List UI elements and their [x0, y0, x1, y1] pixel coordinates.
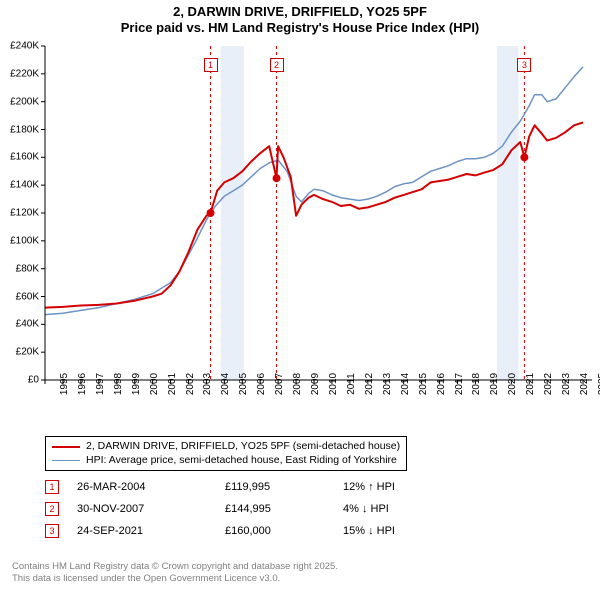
legend-label: HPI: Average price, semi-detached house,… — [86, 454, 397, 468]
footer-line-2: This data is licensed under the Open Gov… — [12, 573, 338, 584]
title-line-2: Price paid vs. HM Land Registry's House … — [0, 20, 600, 36]
sale-markers-table: 1 26-MAR-2004 £119,995 12% ↑ HPI 2 30-NOV-200… — [45, 476, 395, 542]
y-tick-label: £220K — [0, 68, 39, 79]
marker-badge: 2 — [45, 502, 59, 516]
y-tick-label: £240K — [0, 41, 39, 52]
legend: 2, DARWIN DRIVE, DRIFFIELD, YO25 5PF (se… — [45, 436, 407, 471]
y-tick-label: £0 — [0, 375, 39, 386]
title-line-1: 2, DARWIN DRIVE, DRIFFIELD, YO25 5PF — [0, 4, 600, 20]
marker-row: 3 24-SEP-2021 £160,000 15% ↓ HPI — [45, 520, 395, 542]
chart-marker-badge: 1 — [204, 58, 218, 72]
footer-line-1: Contains HM Land Registry data © Crown c… — [12, 561, 338, 572]
marker-pct: 4% ↓ HPI — [343, 503, 389, 515]
marker-pct: 15% ↓ HPI — [343, 525, 395, 537]
y-tick-label: £120K — [0, 208, 39, 219]
marker-price: £119,995 — [225, 481, 325, 493]
legend-item: 2, DARWIN DRIVE, DRIFFIELD, YO25 5PF (se… — [52, 440, 400, 454]
marker-badge: 1 — [45, 480, 59, 494]
legend-label: 2, DARWIN DRIVE, DRIFFIELD, YO25 5PF (se… — [86, 440, 400, 454]
legend-swatch — [52, 460, 80, 461]
chart-marker-badge: 3 — [517, 58, 531, 72]
y-tick-label: £100K — [0, 235, 39, 246]
marker-row: 2 30-NOV-2007 £144,995 4% ↓ HPI — [45, 498, 395, 520]
marker-date: 30-NOV-2007 — [77, 503, 207, 515]
legend-swatch — [52, 446, 80, 448]
y-tick-label: £40K — [0, 319, 39, 330]
marker-row: 1 26-MAR-2004 £119,995 12% ↑ HPI — [45, 476, 395, 498]
chart-svg — [0, 40, 600, 430]
marker-pct: 12% ↑ HPI — [343, 481, 395, 493]
chart-marker-badge: 2 — [270, 58, 284, 72]
y-tick-label: £20K — [0, 347, 39, 358]
y-tick-label: £60K — [0, 291, 39, 302]
line-chart: £0 £20K £40K £60K £80K £100K £120K £140K £160K £1… — [0, 40, 600, 430]
y-tick-label: £80K — [0, 263, 39, 274]
marker-price: £160,000 — [225, 525, 325, 537]
marker-date: 26-MAR-2004 — [77, 481, 207, 493]
attribution-footer: Contains HM Land Registry data © Crown c… — [12, 561, 338, 584]
x-tick-label: 2025 — [583, 373, 600, 395]
chart-title: 2, DARWIN DRIVE, DRIFFIELD, YO25 5PF Pri… — [0, 0, 600, 35]
y-tick-label: £140K — [0, 180, 39, 191]
marker-date: 24-SEP-2021 — [77, 525, 207, 537]
marker-badge: 3 — [45, 524, 59, 538]
y-tick-label: £180K — [0, 124, 39, 135]
y-tick-label: £160K — [0, 152, 39, 163]
legend-item: HPI: Average price, semi-detached house,… — [52, 454, 400, 468]
marker-price: £144,995 — [225, 503, 325, 515]
y-tick-label: £200K — [0, 96, 39, 107]
